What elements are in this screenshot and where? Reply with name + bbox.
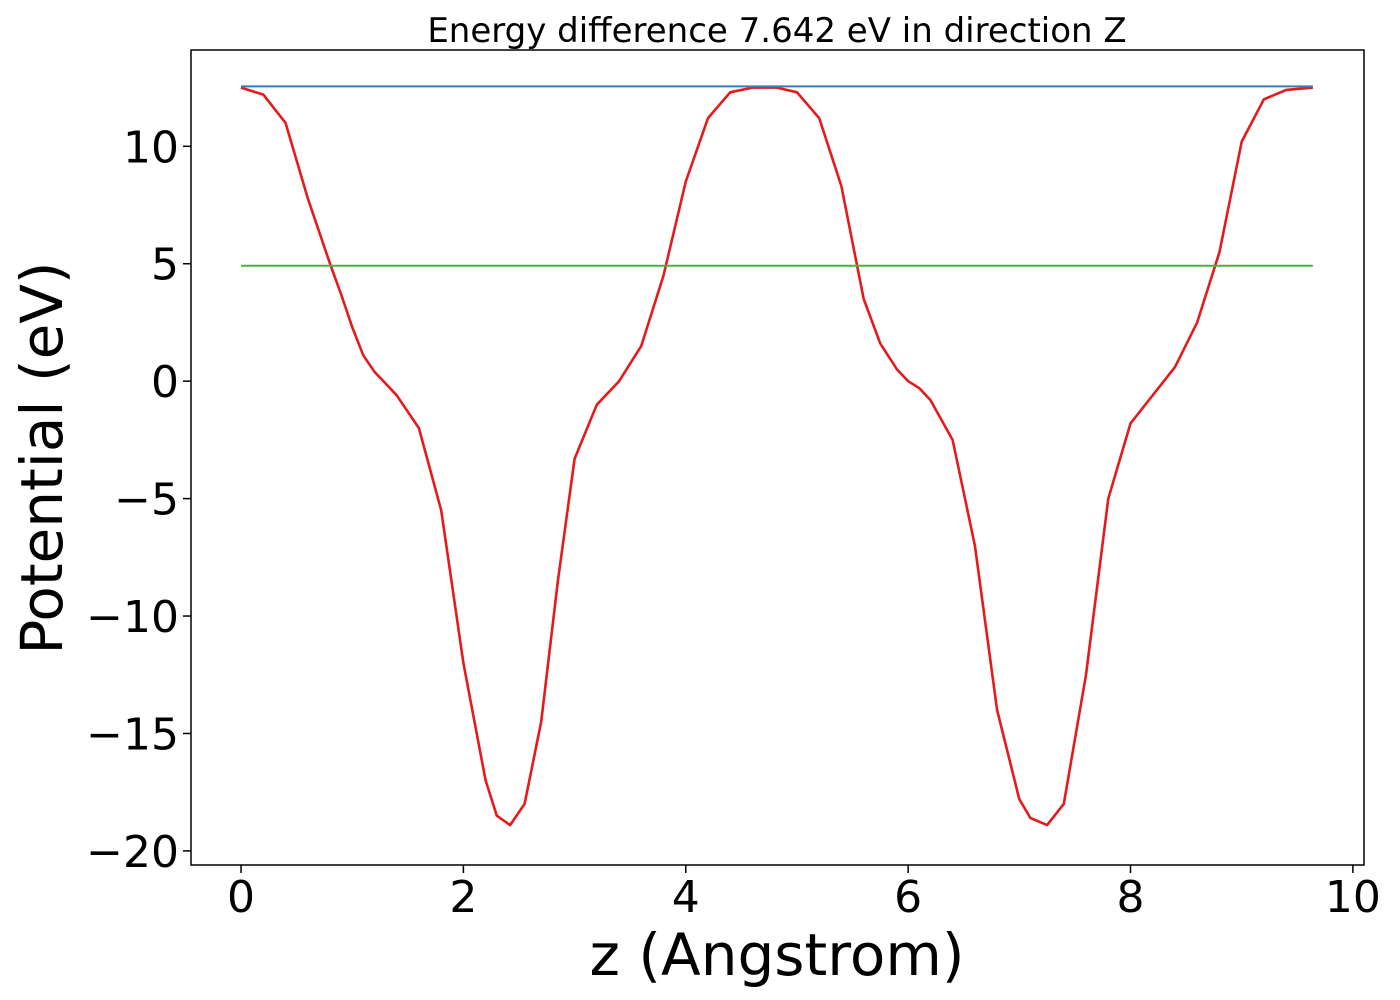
- y-axis: −20 −15 −10 −5 0 5 10: [86, 122, 191, 878]
- y-tick-label: −15: [86, 709, 179, 760]
- y-tick-label: −20: [86, 827, 179, 878]
- y-tick-label: −5: [114, 475, 179, 526]
- x-tick-label: 6: [894, 872, 922, 923]
- x-tick-label: 2: [449, 872, 477, 923]
- x-tick-label: 10: [1325, 872, 1381, 923]
- series-line-1: [240, 86, 1314, 827]
- x-tick-label: 4: [672, 872, 700, 923]
- series-layer: [240, 85, 1314, 827]
- x-tick-label: 8: [1117, 872, 1145, 923]
- y-tick-label: −10: [86, 592, 179, 643]
- x-tick-label: 0: [227, 872, 255, 923]
- x-axis-label: z (Angstrom): [590, 921, 965, 989]
- chart-title: Energy difference 7.642 eV in direction …: [427, 11, 1126, 51]
- y-tick-label: 5: [151, 240, 179, 291]
- plot-frame: [190, 49, 1365, 866]
- y-tick-label: 10: [123, 122, 179, 173]
- y-tick-label: 0: [151, 357, 179, 408]
- x-axis: 0 2 4 6 8 10: [227, 865, 1381, 923]
- y-axis-label: Potential (eV): [8, 261, 76, 654]
